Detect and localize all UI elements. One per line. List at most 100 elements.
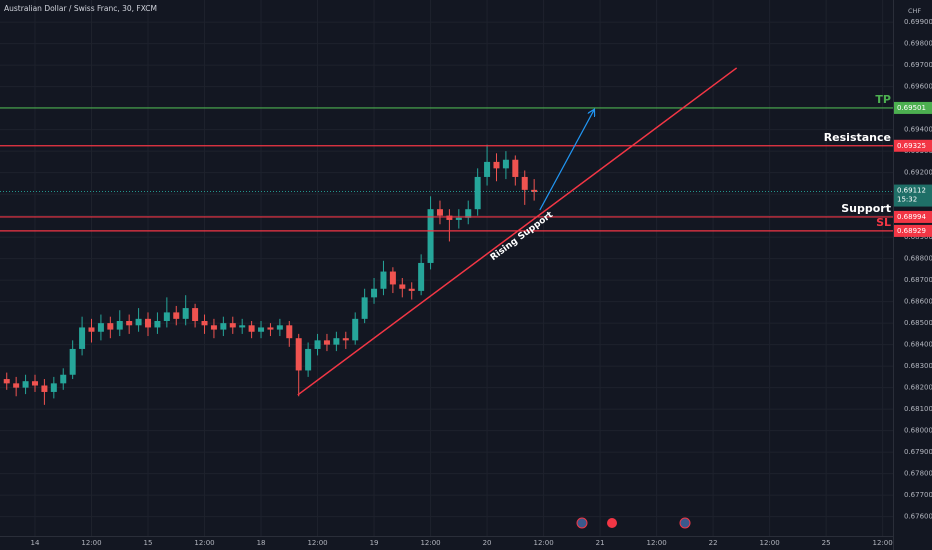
event-icon[interactable] bbox=[576, 517, 588, 529]
candle-body bbox=[229, 323, 236, 328]
candle-body bbox=[493, 161, 500, 169]
x-tick-label: 12:00 bbox=[873, 539, 893, 547]
candle-body bbox=[484, 161, 491, 177]
price-tag-label: 0.69325 bbox=[897, 142, 926, 150]
y-tick-label: 0.67900 bbox=[904, 448, 932, 456]
level-label: SL bbox=[876, 216, 891, 229]
y-tick-label: 0.68100 bbox=[904, 405, 932, 413]
candle-body bbox=[135, 318, 142, 326]
candle-body bbox=[69, 348, 76, 375]
plot bbox=[3, 144, 538, 405]
level-label: Resistance bbox=[824, 131, 891, 144]
event-icon[interactable] bbox=[607, 518, 617, 528]
candle-body bbox=[531, 189, 538, 192]
candle-body bbox=[474, 176, 481, 210]
candle-body bbox=[512, 159, 519, 177]
x-tick-label: 15 bbox=[144, 539, 153, 547]
x-tick-label: 12:00 bbox=[81, 539, 101, 547]
candle-body bbox=[220, 323, 227, 330]
last-price-tag bbox=[894, 184, 932, 207]
grid bbox=[0, 0, 893, 536]
candle-body bbox=[267, 327, 274, 330]
candle-body bbox=[389, 271, 396, 285]
candle-body bbox=[107, 323, 114, 330]
y-tick-label: 0.68000 bbox=[904, 427, 932, 435]
x-tick-label: 19 bbox=[370, 539, 379, 547]
price-tag-label: 0.68994 bbox=[897, 213, 926, 221]
trendline bbox=[297, 67, 738, 396]
price-tag bbox=[894, 224, 932, 237]
candle-body bbox=[502, 159, 509, 169]
candle-body bbox=[13, 383, 20, 388]
y-tick-label: 0.68500 bbox=[904, 319, 932, 327]
x-tick-label: 12:00 bbox=[307, 539, 327, 547]
candle-body bbox=[239, 325, 246, 328]
x-tick-label: 25 bbox=[822, 539, 831, 547]
level-label: TP bbox=[875, 93, 891, 106]
y-tick-label: 0.68200 bbox=[904, 384, 932, 392]
candle-body bbox=[201, 320, 208, 326]
candle-body bbox=[380, 271, 387, 289]
candle-body bbox=[408, 288, 415, 291]
price-tag-label: 0.69501 bbox=[897, 104, 926, 112]
candle-body bbox=[418, 262, 425, 291]
candle-body bbox=[154, 320, 161, 328]
price-tag bbox=[894, 101, 932, 114]
last-price-label: 0.69112 bbox=[897, 187, 926, 195]
price-tag-label: 0.68929 bbox=[897, 227, 926, 235]
candle-body bbox=[60, 374, 67, 384]
event-icon[interactable] bbox=[679, 517, 691, 529]
candle-body bbox=[41, 385, 48, 392]
candle-body bbox=[276, 325, 283, 330]
y-tick-label: 0.69600 bbox=[904, 83, 932, 91]
x-tick-label: 14 bbox=[31, 539, 40, 547]
x-tick-label: 21 bbox=[596, 539, 605, 547]
y-tick-label: 0.69700 bbox=[904, 61, 932, 69]
y-tick-label: 0.67700 bbox=[904, 491, 932, 499]
candle-body bbox=[371, 288, 378, 298]
y-tick-label: 0.69800 bbox=[904, 40, 932, 48]
candle-body bbox=[399, 284, 406, 289]
projection-arrow bbox=[539, 110, 594, 211]
y-tick-label: 0.69900 bbox=[904, 18, 932, 26]
price-tag bbox=[894, 139, 932, 152]
candle-body bbox=[342, 338, 349, 341]
candle-body bbox=[3, 379, 10, 384]
candle-body bbox=[192, 308, 199, 321]
y-tick-label: 0.67600 bbox=[904, 513, 932, 521]
x-tick-label: 18 bbox=[257, 539, 266, 547]
y-tick-label: 0.68400 bbox=[904, 341, 932, 349]
candle-body bbox=[163, 312, 170, 321]
y-tick-label: 0.69400 bbox=[904, 126, 932, 134]
y-tick-label: 0.68600 bbox=[904, 298, 932, 306]
candle-body bbox=[22, 381, 29, 388]
candle-body bbox=[446, 215, 453, 220]
axis-unit: CHF bbox=[908, 7, 921, 15]
candle-body bbox=[521, 176, 528, 190]
price-tag bbox=[894, 210, 932, 223]
y-tick-label: 0.68300 bbox=[904, 362, 932, 370]
candle-body bbox=[305, 348, 312, 371]
chart-title: Australian Dollar / Swiss Franc, 30, FXC… bbox=[4, 4, 157, 13]
candle-body bbox=[333, 338, 340, 345]
y-tick-label: 0.67800 bbox=[904, 470, 932, 478]
candle-body bbox=[31, 381, 38, 386]
x-tick-label: 12:00 bbox=[420, 539, 440, 547]
candle-body bbox=[427, 209, 434, 263]
y-tick-label: 0.68700 bbox=[904, 276, 932, 284]
candle-body bbox=[314, 340, 321, 349]
candle-body bbox=[79, 327, 86, 349]
candle-body bbox=[258, 327, 265, 332]
candle-body bbox=[352, 318, 359, 341]
event-icons bbox=[576, 517, 691, 529]
candle-body bbox=[126, 320, 133, 326]
candle-body bbox=[145, 318, 152, 328]
candle-body bbox=[465, 209, 472, 218]
y-tick-label: 0.68800 bbox=[904, 255, 932, 263]
x-tick-label: 20 bbox=[483, 539, 492, 547]
candle-body bbox=[88, 327, 95, 332]
x-tick-label: 12:00 bbox=[760, 539, 780, 547]
countdown: 15:32 bbox=[897, 196, 917, 204]
